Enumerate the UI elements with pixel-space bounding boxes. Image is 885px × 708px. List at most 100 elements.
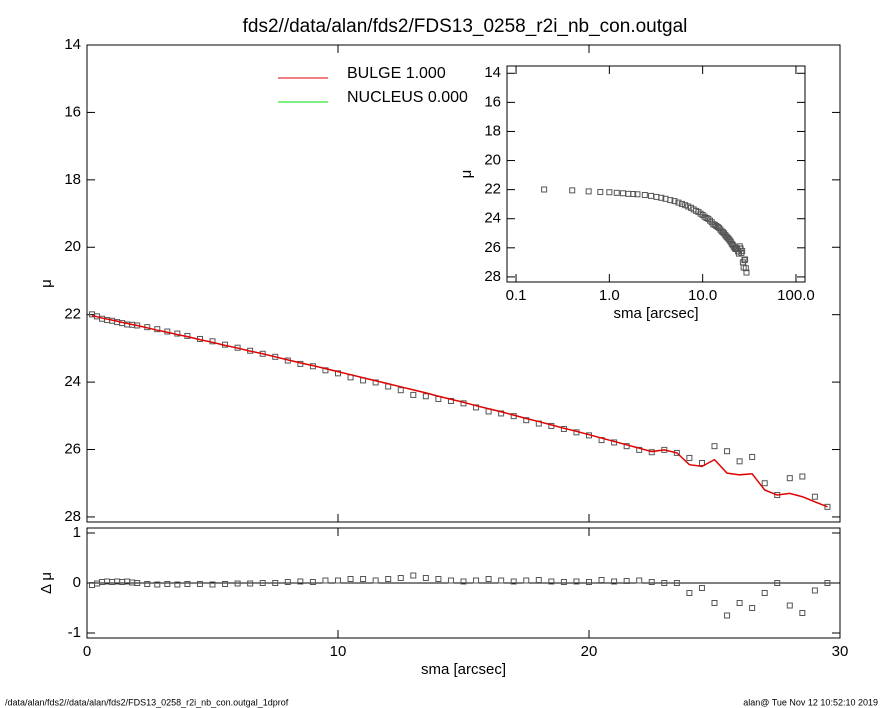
data-point <box>786 475 793 482</box>
data-point <box>648 579 655 585</box>
chart-title: fds2//data/alan/fds2/FDS13_0258_r2i_nb_c… <box>243 16 688 37</box>
y-tick-label: 22 <box>64 306 81 323</box>
plot-frame <box>506 65 806 283</box>
data-point <box>510 578 517 585</box>
data-point <box>611 578 618 585</box>
y-tick-label: 26 <box>64 440 81 457</box>
data-point <box>658 194 665 201</box>
data-point <box>811 493 818 500</box>
data-point <box>606 189 613 196</box>
data-point <box>247 580 254 587</box>
data-point <box>661 580 668 586</box>
y-tick-label: 20 <box>484 152 501 169</box>
data-point <box>422 575 429 581</box>
data-point <box>154 581 161 588</box>
data-point <box>761 480 768 487</box>
data-point <box>447 397 454 404</box>
x-axis-label: sma [arcsec] <box>421 661 506 678</box>
y-axis-label: μ <box>38 279 55 288</box>
data-point <box>786 602 793 609</box>
data-point <box>134 580 141 586</box>
data-point <box>698 460 705 467</box>
data-point <box>824 580 831 586</box>
data-point <box>397 575 404 581</box>
data-point <box>322 577 329 584</box>
data-point <box>259 580 266 586</box>
data-point <box>749 605 756 611</box>
data-point <box>707 217 714 224</box>
data-point <box>711 443 718 450</box>
data-point <box>667 197 674 204</box>
data-point <box>686 454 693 461</box>
x-tick-label: 20 <box>581 643 598 660</box>
data-point <box>686 590 693 596</box>
data-point <box>699 211 706 218</box>
data-point <box>811 587 818 594</box>
data-point <box>144 581 151 587</box>
data-point <box>297 578 304 585</box>
data-point <box>372 577 379 584</box>
data-point <box>741 257 748 264</box>
model-line <box>91 314 828 508</box>
data-point <box>473 577 480 584</box>
data-point <box>585 188 592 195</box>
data-point <box>636 577 643 584</box>
data-point <box>742 265 749 272</box>
data-point <box>523 577 530 584</box>
data-point <box>523 417 530 424</box>
y-tick-label: 18 <box>64 171 81 188</box>
data-point <box>335 577 341 584</box>
x-tick-label: 30 <box>832 643 849 660</box>
data-point <box>636 446 643 453</box>
data-point <box>410 572 417 579</box>
data-point <box>673 580 680 586</box>
data-point <box>711 600 718 606</box>
data-point <box>322 367 329 374</box>
legend-label: BULGE 1.000 <box>347 65 446 82</box>
data-point <box>598 577 605 583</box>
footer-stamp: alan@ Tue Nov 12 10:52:10 2019 <box>743 697 878 707</box>
data-point <box>630 191 637 197</box>
data-point <box>641 192 648 199</box>
data-point <box>738 249 745 256</box>
data-point <box>435 576 442 582</box>
data-point <box>675 199 682 206</box>
data-point <box>234 580 241 587</box>
y-tick-label: 28 <box>64 508 81 525</box>
y-tick-label: 18 <box>484 122 501 139</box>
legend-label: NUCLEUS 0.000 <box>347 89 468 106</box>
data-point <box>682 202 689 209</box>
y-tick-label: 24 <box>484 210 501 227</box>
x-tick-label: 1.0 <box>599 287 620 304</box>
data-point <box>184 581 191 587</box>
data-point <box>447 577 454 584</box>
y-tick-label: 1 <box>73 524 81 541</box>
data-point <box>623 578 630 584</box>
data-point <box>736 458 743 465</box>
x-tick-label: 10.0 <box>688 287 717 304</box>
data-point <box>739 248 746 255</box>
data-point <box>385 576 392 582</box>
y-tick-label: 16 <box>484 93 501 110</box>
data-point <box>743 269 750 276</box>
data-point <box>164 581 171 587</box>
footer-path: /data/alan/fds2//data/alan/fds2/FDS13_02… <box>5 697 289 707</box>
y-tick-label: 0 <box>73 574 81 591</box>
x-tick-label: 0.1 <box>506 287 527 304</box>
y-tick-label: 14 <box>64 36 81 53</box>
y-tick-label: 22 <box>484 181 501 198</box>
data-point <box>196 581 203 587</box>
y-tick-label: 28 <box>484 268 501 285</box>
data-point <box>569 187 576 194</box>
data-point <box>634 191 641 198</box>
data-point <box>586 579 592 585</box>
y-axis-label: μ <box>458 170 475 179</box>
data-point <box>573 578 580 585</box>
data-point <box>535 577 542 583</box>
data-point <box>422 393 429 400</box>
y-tick-label: 20 <box>64 238 81 255</box>
data-point <box>724 612 731 619</box>
data-point <box>548 578 555 585</box>
data-point <box>724 448 731 455</box>
